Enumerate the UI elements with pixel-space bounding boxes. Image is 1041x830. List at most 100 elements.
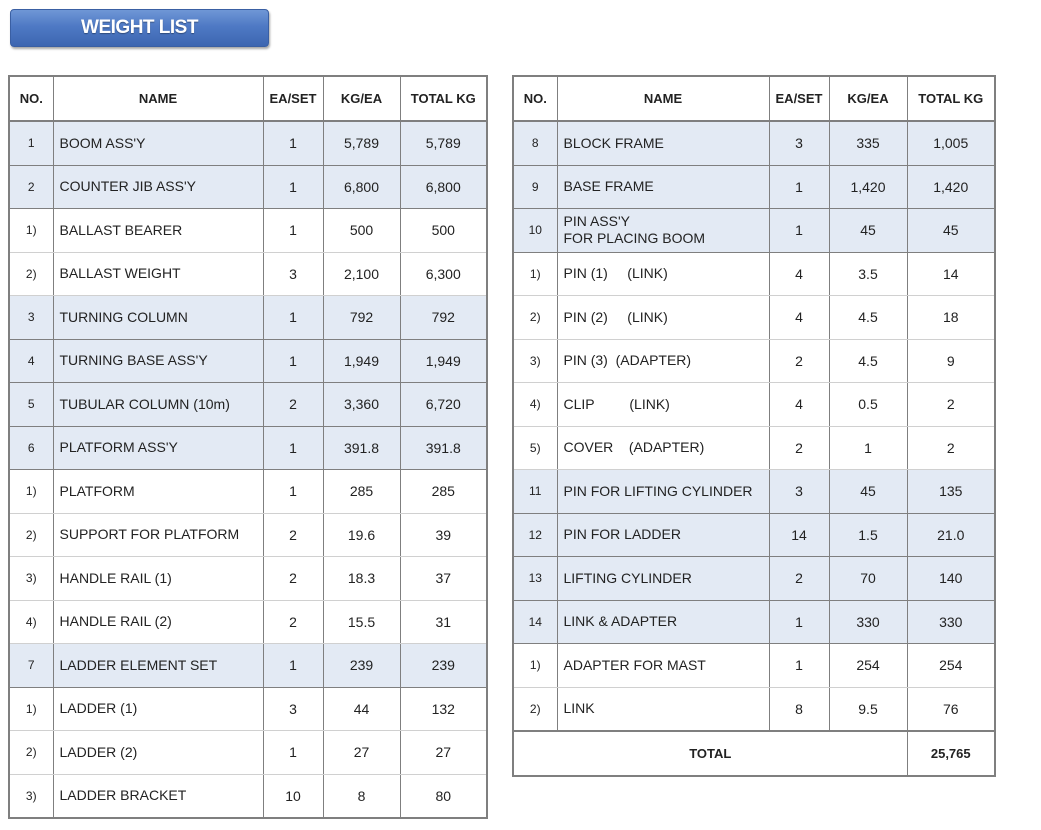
total-value: 25,765 — [907, 730, 996, 776]
cell-ea-set: 1 — [263, 339, 324, 383]
cell-no: 7 — [9, 643, 54, 688]
cell-kg-ea: 15.5 — [323, 600, 401, 644]
cell-kg-ea: 330 — [829, 600, 908, 644]
table-row: 14 LINK & ADAPTER 1 330 330 — [513, 600, 996, 644]
header-no: NO. — [9, 76, 54, 122]
cell-kg-ea: 27 — [323, 730, 401, 775]
cell-no: 9 — [513, 165, 558, 209]
table-row: 2 COUNTER JIB ASS'Y 1 6,800 6,800 — [9, 165, 488, 209]
cell-name: PLATFORM — [53, 469, 264, 514]
cell-name: TURNING COLUMN — [53, 295, 264, 340]
cell-ea-set: 1 — [769, 165, 830, 209]
cell-name: HANDLE RAIL (2) — [53, 600, 264, 644]
cell-total-kg: 6,720 — [400, 382, 488, 427]
cell-no: 1) — [513, 643, 558, 688]
cell-total-kg: 5,789 — [400, 121, 488, 166]
table-row: 3) LADDER BRACKET 10 8 80 — [9, 774, 488, 819]
cell-ea-set: 2 — [263, 600, 324, 644]
cell-kg-ea: 19.6 — [323, 513, 401, 557]
cell-name: LADDER BRACKET — [53, 774, 264, 819]
table-row: 3 TURNING COLUMN 1 792 792 — [9, 295, 488, 340]
cell-total-kg: 18 — [907, 295, 996, 340]
cell-total-kg: 1,420 — [907, 165, 996, 209]
cell-kg-ea: 9.5 — [829, 687, 908, 732]
cell-total-kg: 330 — [907, 600, 996, 644]
cell-name: PIN FOR LADDER — [557, 513, 770, 557]
cell-kg-ea: 285 — [323, 469, 401, 514]
table-row: 2) LINK 8 9.5 76 — [513, 687, 996, 732]
cell-name: COVER (ADAPTER) — [557, 426, 770, 470]
table-row: 6 PLATFORM ASS'Y 1 391.8 391.8 — [9, 426, 488, 470]
cell-total-kg: 239 — [400, 643, 488, 688]
cell-total-kg: 9 — [907, 339, 996, 383]
cell-total-kg: 1,949 — [400, 339, 488, 383]
cell-name: TUBULAR COLUMN (10m) — [53, 382, 264, 427]
cell-no: 11 — [513, 469, 558, 514]
cell-no: 14 — [513, 600, 558, 644]
cell-ea-set: 3 — [263, 686, 324, 731]
cell-total-kg: 135 — [907, 469, 996, 514]
cell-no: 4) — [9, 600, 54, 644]
weight-table-right: NO. NAME EA/SET KG/EA TOTAL KG 8 BLOCK FR… — [512, 75, 996, 777]
table-row: 1 BOOM ASS'Y 1 5,789 5,789 — [9, 121, 488, 166]
table-row: 4) HANDLE RAIL (2) 2 15.5 31 — [9, 600, 488, 644]
cell-kg-ea: 335 — [829, 121, 908, 166]
cell-total-kg: 76 — [907, 687, 996, 732]
table-row: 5) COVER (ADAPTER) 2 1 2 — [513, 426, 996, 470]
header-name: NAME — [53, 76, 264, 122]
cell-name: LIFTING CYLINDER — [557, 556, 770, 601]
cell-ea-set: 1 — [263, 426, 324, 470]
table-row: 3) HANDLE RAIL (1) 2 18.3 37 — [9, 556, 488, 601]
cell-kg-ea: 44 — [323, 686, 401, 731]
header-total-kg: TOTAL KG — [907, 76, 996, 122]
cell-kg-ea: 391.8 — [323, 426, 401, 470]
table-row: 7 LADDER ELEMENT SET 1 239 239 — [9, 643, 488, 688]
cell-name: BALLAST BEARER — [53, 208, 264, 253]
cell-name: BALLAST WEIGHT — [53, 252, 264, 296]
cell-no: 3) — [9, 774, 54, 819]
cell-ea-set: 4 — [769, 382, 830, 427]
cell-total-kg: 285 — [400, 469, 488, 514]
cell-ea-set: 1 — [263, 121, 324, 166]
weight-table-left: NO. NAME EA/SET KG/EA TOTAL KG 1 BOOM ASS… — [8, 75, 488, 819]
table-row: 2) LADDER (2) 1 27 27 — [9, 730, 488, 775]
header-name: NAME — [557, 76, 770, 122]
cell-kg-ea: 0.5 — [829, 382, 908, 427]
cell-kg-ea: 1.5 — [829, 513, 908, 557]
cell-ea-set: 4 — [769, 251, 830, 296]
cell-ea-set: 8 — [769, 687, 830, 732]
cell-kg-ea: 239 — [323, 643, 401, 688]
cell-kg-ea: 500 — [323, 208, 401, 253]
cell-total-kg: 132 — [400, 686, 488, 731]
cell-no: 2 — [9, 165, 54, 209]
cell-ea-set: 2 — [263, 513, 324, 557]
cell-name: LADDER (2) — [53, 730, 264, 775]
cell-ea-set: 1 — [263, 643, 324, 688]
table-row: 2) PIN (2) (LINK) 4 4.5 18 — [513, 295, 996, 340]
cell-total-kg: 140 — [907, 556, 996, 601]
cell-name: ADAPTER FOR MAST — [557, 643, 770, 688]
cell-total-kg: 39 — [400, 513, 488, 557]
cell-name: PIN FOR LIFTING CYLINDER — [557, 469, 770, 514]
cell-ea-set: 2 — [263, 556, 324, 601]
cell-total-kg: 500 — [400, 208, 488, 253]
header-ea-set: EA/SET — [769, 76, 830, 122]
cell-kg-ea: 1,949 — [323, 339, 401, 383]
cell-no: 1 — [9, 121, 54, 166]
cell-kg-ea: 4.5 — [829, 339, 908, 383]
cell-no: 4 — [9, 339, 54, 383]
cell-no: 1) — [9, 686, 54, 731]
cell-name: BASE FRAME — [557, 165, 770, 209]
header-ea-set: EA/SET — [263, 76, 324, 122]
header-kg-ea: KG/EA — [323, 76, 401, 122]
table-row: 8 BLOCK FRAME 3 335 1,005 — [513, 121, 996, 166]
cell-kg-ea: 5,789 — [323, 121, 401, 166]
weight-list-title: WEIGHT LIST — [10, 9, 269, 47]
cell-total-kg: 6,800 — [400, 165, 488, 209]
cell-kg-ea: 1,420 — [829, 165, 908, 209]
cell-ea-set: 2 — [263, 382, 324, 427]
cell-name: PIN (1) (LINK) — [557, 251, 770, 296]
cell-name: PIN (2) (LINK) — [557, 295, 770, 340]
table-row: 4) CLIP (LINK) 4 0.5 2 — [513, 382, 996, 427]
cell-no: 2) — [9, 730, 54, 775]
